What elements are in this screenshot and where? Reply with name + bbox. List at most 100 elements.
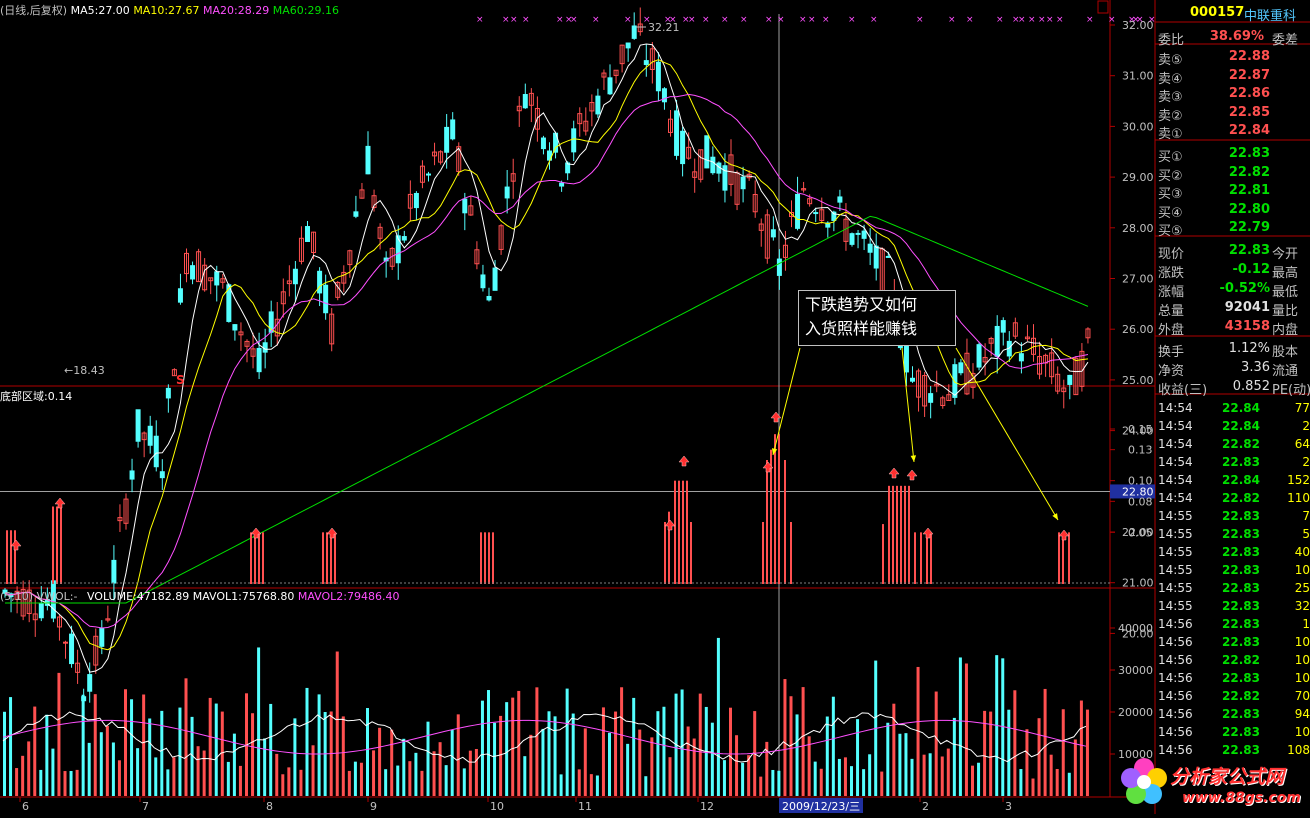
signal-x-marker: × bbox=[916, 15, 924, 25]
candle-body bbox=[353, 211, 359, 217]
tick-time: 14:54 bbox=[1158, 455, 1193, 469]
volume-bar bbox=[662, 706, 666, 796]
tick-price: 22.83 bbox=[1222, 563, 1260, 577]
tick-row: 14:54 22.84 2 bbox=[1156, 417, 1310, 435]
stock-code[interactable]: 000157 bbox=[1190, 5, 1245, 20]
volume-label: VOLUME:47182.89 bbox=[86, 590, 190, 603]
volume-bar bbox=[850, 766, 853, 796]
candle-body bbox=[831, 211, 837, 221]
candle-body bbox=[347, 250, 353, 266]
candle-body bbox=[958, 362, 964, 374]
fund-label: 换手 bbox=[1158, 345, 1185, 360]
candle-body bbox=[976, 344, 982, 368]
candle-body bbox=[946, 394, 952, 401]
indicator-bar bbox=[334, 532, 336, 584]
indicator-bar bbox=[1058, 532, 1060, 584]
volume-tick-label: 40000 bbox=[1118, 622, 1153, 635]
stock-name[interactable]: 中联重科 bbox=[1244, 9, 1297, 24]
signal-x-marker: × bbox=[1038, 15, 1046, 25]
volume-tick-label: 10000 bbox=[1118, 748, 1153, 761]
tick-row: 14:56 22.82 70 bbox=[1156, 687, 1310, 705]
candle-body bbox=[522, 94, 528, 109]
volume-bar bbox=[922, 754, 926, 796]
volume-bar bbox=[523, 756, 527, 796]
candle-body bbox=[504, 186, 510, 199]
candle-body bbox=[1018, 353, 1024, 362]
price-tick-label: 27.00 bbox=[1122, 273, 1154, 286]
volume-bar bbox=[801, 687, 805, 796]
signal-x-marker: × bbox=[822, 15, 830, 25]
volume-bar bbox=[9, 697, 13, 796]
volume-bar bbox=[577, 769, 581, 796]
tick-time: 14:54 bbox=[1158, 473, 1193, 487]
candle-body bbox=[232, 324, 238, 331]
candle-body bbox=[625, 42, 631, 49]
tick-time: 14:56 bbox=[1158, 635, 1193, 649]
stat-row: 外盘 43158 内盘 bbox=[1156, 318, 1310, 338]
tick-time: 14:56 bbox=[1158, 707, 1193, 721]
candle-body bbox=[1073, 357, 1079, 396]
candle-body bbox=[401, 236, 407, 241]
axis-labels: 32.00 31.00 30.00 29.00 28.00 27.00 26.00 25.00… bbox=[19, 19, 1155, 813]
price-tick-label: 25.00 bbox=[1122, 374, 1154, 387]
candle-body bbox=[668, 118, 673, 133]
tick-row: 14:55 22.83 10 bbox=[1156, 561, 1310, 579]
candle-body bbox=[510, 173, 516, 182]
indicator-bar bbox=[674, 480, 676, 584]
signal-x-marker: × bbox=[682, 15, 690, 25]
volume-bar bbox=[777, 770, 781, 796]
candle-body bbox=[770, 229, 776, 238]
indicator-bar bbox=[480, 532, 482, 584]
fund-value: 0.852 bbox=[1232, 379, 1270, 394]
candle-body bbox=[952, 364, 958, 398]
candle-body bbox=[674, 110, 680, 156]
signal-x-marker: × bbox=[870, 15, 878, 25]
candle-body bbox=[395, 235, 401, 264]
volume-bar bbox=[57, 672, 61, 796]
volume-bar bbox=[499, 715, 503, 796]
volume-bar bbox=[505, 702, 509, 796]
volume-bar bbox=[934, 691, 938, 796]
tick-time: 14:55 bbox=[1158, 527, 1193, 541]
volume-bar bbox=[3, 711, 6, 796]
logo-url: www.88gs.com bbox=[1182, 790, 1301, 806]
volume-bar bbox=[831, 696, 835, 796]
tick-volume: 64 bbox=[1294, 437, 1310, 451]
indicator-bar bbox=[882, 524, 884, 584]
mavol2-label: MAVOL2:79486.40 bbox=[297, 590, 400, 603]
volume-bar bbox=[190, 716, 194, 796]
ma5-label: MA5:27.00 bbox=[70, 4, 130, 17]
tick-volume: 40 bbox=[1294, 545, 1310, 559]
indicator-bar bbox=[690, 522, 692, 584]
candle-body bbox=[613, 69, 619, 76]
ma10-label: MA10:27.67 bbox=[133, 4, 200, 17]
tick-row: 14:54 22.82 64 bbox=[1156, 435, 1310, 453]
volume-bar bbox=[977, 762, 981, 796]
candle-body bbox=[492, 267, 498, 291]
volume-bar bbox=[729, 707, 732, 796]
vwol-label: VWOL:- bbox=[36, 590, 78, 603]
volume-bar bbox=[305, 687, 309, 796]
candle-body bbox=[1067, 374, 1073, 385]
candle-body bbox=[655, 61, 661, 92]
indicator-bar bbox=[668, 511, 670, 584]
volume-bar bbox=[989, 711, 993, 796]
candle-body bbox=[1049, 352, 1055, 378]
indicator-tick-label: 0.05 bbox=[1128, 526, 1153, 539]
volume-bar bbox=[226, 761, 230, 796]
tick-row: 14:56 22.83 108 bbox=[1156, 741, 1310, 759]
volume-bar bbox=[601, 707, 605, 796]
fund-label: 净资 bbox=[1158, 364, 1185, 379]
volume-bar bbox=[783, 679, 787, 796]
buy-row: 买① 22.83 bbox=[1156, 145, 1310, 165]
stat-value: 92041 bbox=[1224, 300, 1270, 315]
volume-bar bbox=[432, 751, 436, 796]
stat-row: 涨跌 -0.12 最高 bbox=[1156, 261, 1310, 281]
volume-bar bbox=[87, 742, 91, 796]
volume-bar bbox=[1085, 709, 1089, 796]
volume-bar bbox=[124, 689, 127, 796]
sell-row: 卖⑤ 22.88 bbox=[1156, 48, 1310, 68]
candle-body bbox=[438, 151, 444, 163]
arrowhead-icon bbox=[1052, 513, 1058, 520]
